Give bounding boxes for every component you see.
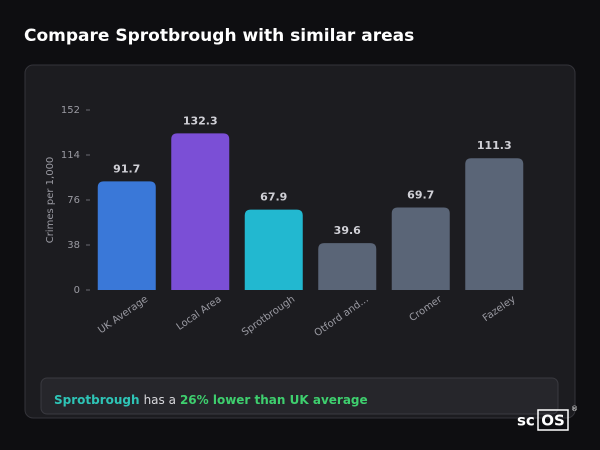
y-tick-label: 114: [61, 150, 80, 161]
value-label: 111.3: [477, 139, 512, 152]
summary-connector: has a: [144, 393, 176, 407]
logo-box: [537, 409, 569, 431]
value-label: 39.6: [334, 224, 361, 237]
y-tick-label: 76: [67, 195, 80, 206]
y-axis-label: Crimes per 1,000: [45, 157, 56, 244]
logo-mark: ®: [571, 405, 578, 413]
chart-title: Compare Sprotbrough with similar areas: [24, 26, 414, 46]
y-tick-label: 0: [74, 285, 80, 296]
summary-area: Sprotbrough: [54, 393, 140, 407]
bar: [97, 181, 156, 290]
value-label: 67.9: [260, 191, 287, 204]
bar: [171, 133, 230, 290]
summary-box: [40, 377, 559, 415]
value-label: 91.7: [113, 162, 140, 175]
logo-suffix: OS: [541, 412, 565, 430]
bar: [244, 209, 303, 290]
bar: [391, 207, 450, 290]
value-label: 69.7: [407, 188, 434, 201]
value-label: 132.3: [183, 114, 218, 127]
summary-highlight: 26% lower than UK average: [180, 393, 368, 407]
y-tick-label: 38: [67, 240, 80, 251]
logo-prefix: sc: [517, 412, 535, 430]
y-tick-label: 152: [61, 105, 80, 116]
bar: [465, 158, 524, 290]
summary-text: Sprotbrough has a 26% lower than UK averag…: [54, 393, 368, 407]
bar: [318, 243, 377, 290]
